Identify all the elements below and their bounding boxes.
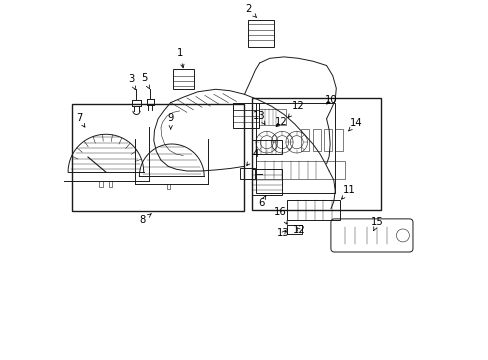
Text: 14: 14 [348, 118, 362, 131]
Text: 5: 5 [141, 73, 149, 89]
Text: 13: 13 [277, 228, 289, 238]
Text: 2: 2 [244, 4, 256, 17]
Text: 12: 12 [274, 117, 287, 127]
Text: 4: 4 [246, 149, 258, 166]
Bar [301, 129, 309, 151]
Text: 1: 1 [176, 48, 183, 68]
Bar [247, 20, 273, 47]
Text: 6: 6 [258, 195, 265, 208]
Text: 8: 8 [140, 214, 151, 225]
Bar [251, 140, 282, 154]
Bar [72, 104, 244, 211]
Bar [323, 129, 331, 151]
Text: 10: 10 [325, 95, 337, 105]
Text: 7: 7 [76, 113, 85, 127]
Text: 15: 15 [370, 217, 383, 230]
Bar [286, 225, 302, 234]
Bar [312, 129, 320, 151]
Text: 16: 16 [274, 207, 286, 224]
Text: 12: 12 [287, 101, 304, 117]
Bar [256, 103, 335, 193]
Bar [251, 169, 282, 195]
Bar [251, 98, 380, 210]
Bar [256, 161, 345, 179]
Bar [335, 129, 343, 151]
Bar [240, 168, 255, 179]
Bar [286, 200, 340, 220]
Text: 12: 12 [292, 225, 305, 235]
Text: 3: 3 [128, 74, 135, 90]
Text: 13: 13 [253, 111, 265, 125]
Bar [173, 69, 194, 89]
Text: 11: 11 [341, 185, 355, 199]
Text: 9: 9 [167, 113, 174, 129]
